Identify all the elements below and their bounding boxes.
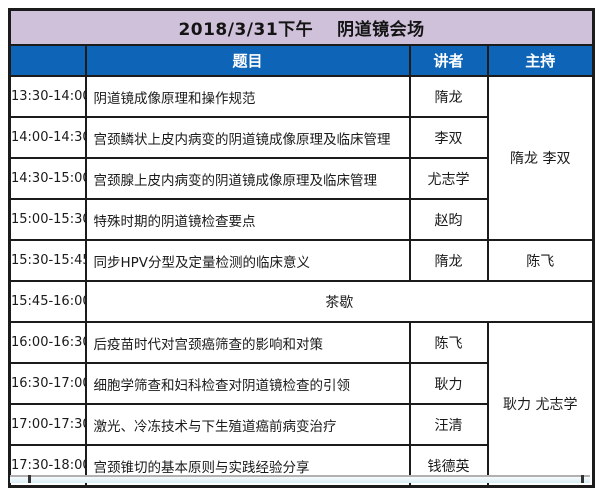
speaker-cell: 尤志学: [408, 157, 489, 200]
time-cell: 15:30-15:45: [8, 239, 87, 282]
table-row: 16:30-17:00 细胞学筛查和妇科检查对阴道镜检查的引领 耿力: [8, 362, 594, 405]
next-table-right-corner: [581, 475, 584, 483]
topic-cell: 宫颈鳞状上皮内病变的阴道镜成像原理及临床管理: [84, 116, 411, 159]
time-cell: 13:30-14:00: [8, 75, 87, 118]
topic-cell: 阴道镜成像原理和操作规范: [84, 75, 411, 118]
next-table-edge: [10, 475, 590, 483]
speaker-cell: 陈飞: [408, 321, 489, 364]
topic-cell: 特殊时期的阴道镜检查要点: [84, 198, 411, 241]
column-header-topic: 题目: [84, 44, 411, 77]
speaker-cell: 赵昀: [408, 198, 489, 241]
title-row: 2018/3/31下午 阴道镜会场: [8, 8, 595, 46]
table-row: 14:30-15:00 宫颈腺上皮内病变的阴道镜成像原理及临床管理 尤志学: [8, 157, 594, 200]
tea-break-cell: 茶歇: [84, 280, 595, 323]
table-row: 15:30-15:45 同步HPV分型及定量检测的临床意义 隋龙 陈飞: [8, 239, 595, 282]
session-title: 2018/3/31下午 阴道镜会场: [8, 8, 595, 46]
next-table-left-corner: [28, 475, 31, 483]
schedule-table: 2018/3/31下午 阴道镜会场 题目 讲者 主持 13:30-14:00 阴…: [8, 8, 596, 488]
table-row: 14:00-14:30 宫颈鳞状上皮内病变的阴道镜成像原理及临床管理 李双: [8, 116, 594, 159]
time-cell: 17:00-17:30: [8, 403, 87, 446]
speaker-cell: 耿力: [408, 362, 489, 405]
column-header-row: 题目 讲者 主持: [8, 44, 595, 77]
host-cell-block1: 隋龙 李双: [486, 75, 595, 241]
time-cell: 15:00-15:30: [8, 198, 87, 241]
speaker-cell: 隋龙: [408, 75, 489, 118]
table-row: 17:00-17:30 激光、冷冻技术与下生殖道癌前病变治疗 汪清: [8, 403, 594, 446]
column-header-host: 主持: [486, 44, 595, 77]
time-cell: 16:00-16:30: [8, 321, 87, 364]
host-cell-block2: 耿力 尤志学: [486, 321, 595, 488]
topic-cell: 宫颈腺上皮内病变的阴道镜成像原理及临床管理: [84, 157, 411, 200]
time-cell: 16:30-17:00: [8, 362, 87, 405]
topic-cell: 后疫苗时代对宫颈癌筛查的影响和对策: [84, 321, 411, 364]
time-cell: 14:30-15:00: [8, 157, 87, 200]
speaker-cell: 汪清: [408, 403, 489, 446]
table-row: 15:00-15:30 特殊时期的阴道镜检查要点 赵昀: [8, 198, 594, 241]
table-row-break: 15:45-16:00 茶歇: [8, 280, 595, 323]
topic-cell: 同步HPV分型及定量检测的临床意义: [84, 239, 411, 282]
topic-cell: 激光、冷冻技术与下生殖道癌前病变治疗: [84, 403, 411, 446]
speaker-cell: 隋龙: [408, 239, 489, 282]
table-row: 13:30-14:00 阴道镜成像原理和操作规范 隋龙 隋龙 李双: [8, 75, 595, 241]
host-cell-row5: 陈飞: [486, 239, 595, 282]
time-cell: 14:00-14:30: [8, 116, 87, 159]
topic-cell: 细胞学筛查和妇科检查对阴道镜检查的引领: [84, 362, 411, 405]
table-row: 16:00-16:30 后疫苗时代对宫颈癌筛查的影响和对策 陈飞 耿力 尤志学: [8, 321, 595, 488]
time-cell: 15:45-16:00: [8, 280, 87, 323]
column-header-speaker: 讲者: [408, 44, 489, 77]
column-header-time: [8, 44, 87, 77]
speaker-cell: 李双: [408, 116, 489, 159]
schedule-table-wrap: 2018/3/31下午 阴道镜会场 题目 讲者 主持 13:30-14:00 阴…: [8, 8, 596, 488]
